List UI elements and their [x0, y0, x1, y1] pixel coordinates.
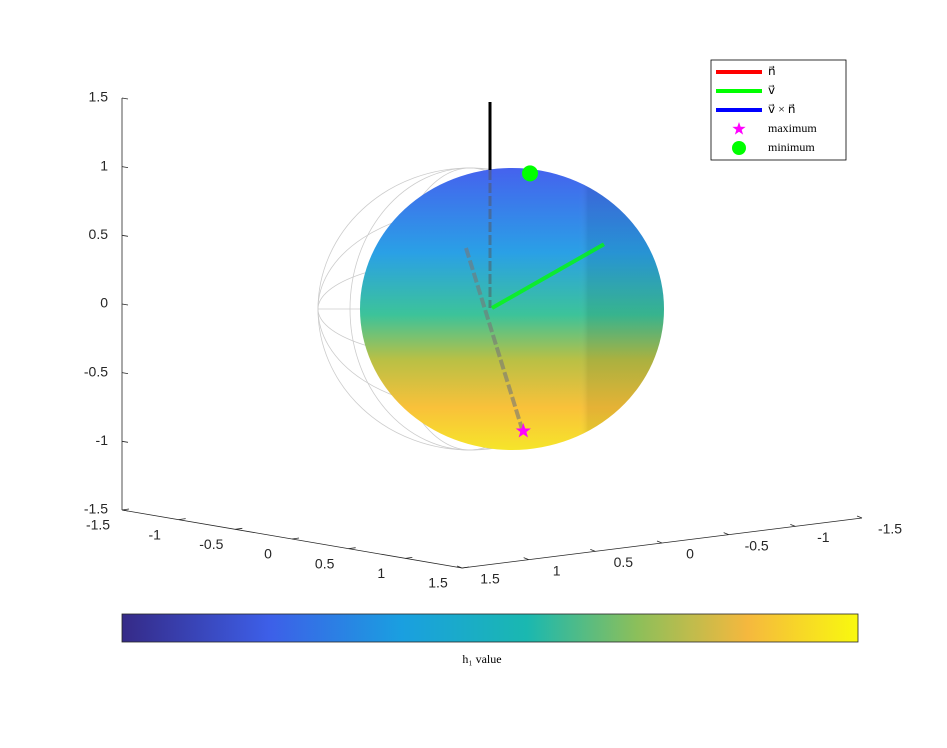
z-tick — [121, 234, 129, 237]
z-tick — [121, 509, 129, 512]
y-tick — [790, 523, 796, 527]
z-tick-label: -1.5 — [84, 501, 108, 517]
x-tick-label: -1 — [148, 526, 161, 542]
x-tick — [405, 556, 413, 559]
x-tick — [178, 518, 186, 521]
x-tick-label: 1.5 — [428, 575, 448, 591]
z-tick-label: -0.5 — [84, 363, 108, 379]
plot-layer — [491, 165, 605, 438]
x-tick — [348, 547, 356, 550]
colorbar-label: h₁ value — [462, 652, 501, 666]
legend-label: maximum — [768, 121, 817, 135]
z-tick-label: 0.5 — [89, 226, 109, 242]
sphere-shade — [360, 168, 664, 450]
x-tick-label: 0 — [264, 546, 272, 562]
y-tick-label: -0.5 — [745, 537, 769, 553]
x-tick-label: 0.5 — [315, 555, 335, 571]
x-tick-label: 1 — [377, 565, 385, 581]
y-tick — [523, 557, 529, 561]
z-tick — [121, 97, 129, 100]
maximum-marker — [515, 423, 531, 438]
y-tick — [456, 565, 463, 569]
z-tick-label: 1 — [100, 157, 108, 173]
z-tick — [121, 372, 129, 375]
x-tick-label: -0.5 — [199, 536, 223, 552]
z-tick-label: -1 — [96, 432, 109, 448]
y-tick — [856, 515, 863, 519]
hidden-vector — [464, 247, 525, 433]
z-tick — [121, 303, 129, 306]
colorbar — [121, 613, 859, 643]
legend-marker — [732, 141, 746, 155]
y-tick — [723, 532, 729, 536]
y-tick-label: 1 — [553, 562, 561, 578]
x-tick — [291, 537, 300, 540]
y-tick-label: -1.5 — [878, 521, 902, 537]
z-tick — [121, 166, 129, 169]
vector — [491, 242, 605, 310]
y-tick-label: 1.5 — [480, 571, 500, 587]
x-tick-label: -1.5 — [86, 517, 110, 533]
x-tick — [461, 566, 470, 569]
y-tick — [590, 548, 596, 552]
legend-label: minimum — [768, 140, 815, 154]
x-tick — [235, 527, 243, 530]
y-tick — [656, 540, 663, 544]
z-tick-label: 1.5 — [89, 89, 109, 105]
legend-label: n⃗ — [768, 64, 776, 78]
y-tick-label: 0 — [686, 546, 694, 562]
minimum-marker — [522, 165, 538, 182]
y-tick-label: -1 — [817, 529, 830, 545]
y-tick-label: 0.5 — [614, 554, 634, 570]
legend-label: v⃗ — [768, 83, 775, 97]
legend-marker — [732, 122, 746, 135]
legend-label: v⃗ × n⃗ — [768, 102, 795, 116]
z-tick-label: 0 — [100, 295, 108, 311]
z-tick — [121, 440, 129, 443]
